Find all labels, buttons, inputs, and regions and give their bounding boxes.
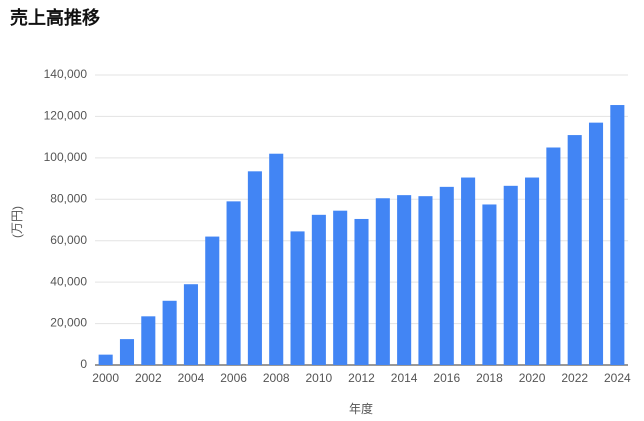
x-tick-label: 2004 bbox=[178, 371, 205, 385]
bar bbox=[205, 236, 220, 365]
bar bbox=[461, 177, 476, 365]
bar bbox=[98, 354, 113, 365]
bar bbox=[354, 218, 369, 365]
x-tick-label: 2008 bbox=[263, 371, 290, 385]
bar bbox=[141, 316, 156, 365]
x-tick-label: 2010 bbox=[306, 371, 333, 385]
x-tick-label: 2024 bbox=[604, 371, 631, 385]
x-tick-label: 2014 bbox=[391, 371, 418, 385]
bar bbox=[226, 201, 241, 365]
y-tick-label: 0 bbox=[80, 357, 87, 371]
chart-title: 売上高推移 bbox=[10, 7, 100, 28]
bar bbox=[375, 198, 390, 365]
bar bbox=[439, 186, 454, 365]
x-tick-label: 2002 bbox=[135, 371, 162, 385]
bar bbox=[588, 122, 604, 366]
bar bbox=[482, 204, 497, 365]
bar bbox=[269, 153, 284, 365]
bar bbox=[525, 177, 540, 365]
bar bbox=[610, 105, 625, 366]
bar bbox=[418, 196, 433, 365]
y-tick-label: 20,000 bbox=[50, 316, 87, 330]
y-tick-label: 60,000 bbox=[50, 233, 87, 247]
bar bbox=[311, 214, 326, 365]
x-tick-label: 2006 bbox=[220, 371, 247, 385]
x-tick-label: 2016 bbox=[433, 371, 460, 385]
bar bbox=[247, 171, 262, 365]
x-tick-label: 2018 bbox=[476, 371, 503, 385]
y-tick-label: 80,000 bbox=[50, 191, 87, 205]
bar bbox=[290, 231, 305, 365]
y-axis-label: (万円) bbox=[10, 206, 24, 238]
x-axis-label: 年度 bbox=[349, 401, 373, 416]
y-tick-label: 40,000 bbox=[50, 274, 87, 288]
bar bbox=[183, 284, 198, 365]
bar bbox=[162, 300, 177, 365]
bar bbox=[397, 195, 412, 365]
x-tick-label: 2022 bbox=[561, 371, 588, 385]
x-tick-label: 2012 bbox=[348, 371, 375, 385]
bar bbox=[503, 185, 518, 365]
bar bbox=[567, 135, 582, 365]
x-tick-label: 2000 bbox=[92, 371, 119, 385]
bar bbox=[333, 210, 348, 365]
bar bbox=[546, 147, 561, 365]
bar bbox=[119, 339, 135, 365]
y-tick-label: 120,000 bbox=[44, 109, 88, 123]
x-tick-label: 2020 bbox=[519, 371, 546, 385]
y-tick-label: 140,000 bbox=[44, 67, 88, 81]
y-tick-label: 100,000 bbox=[44, 150, 88, 164]
